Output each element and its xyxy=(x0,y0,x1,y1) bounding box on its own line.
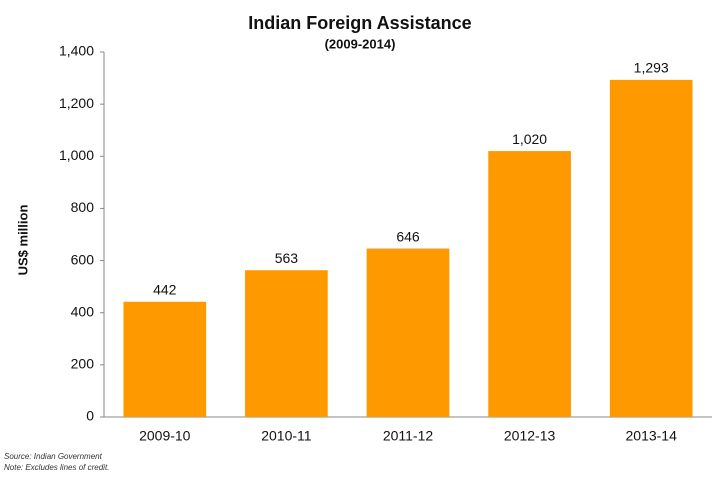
value-label: 1,293 xyxy=(634,60,669,76)
x-tick-label: 2010-11 xyxy=(261,428,312,444)
x-tick-label: 2009-10 xyxy=(139,428,191,444)
y-tick-label: 800 xyxy=(71,199,95,215)
y-tick-label: 200 xyxy=(71,356,95,372)
y-tick-label: 1,400 xyxy=(59,43,94,59)
value-label: 1,020 xyxy=(512,131,547,147)
y-axis-label: US$ million xyxy=(15,205,30,276)
bar xyxy=(366,248,450,417)
y-tick-label: 400 xyxy=(71,303,95,319)
footnote: Note: Excludes lines of credit. xyxy=(4,463,109,472)
value-label: 563 xyxy=(275,250,299,266)
value-label: 442 xyxy=(153,281,177,297)
x-tick-label: 2013-14 xyxy=(626,428,678,444)
value-label: 646 xyxy=(396,228,420,244)
x-tick-label: 2012-13 xyxy=(504,428,556,444)
y-tick-label: 1,200 xyxy=(59,95,94,111)
y-tick-label: 1,000 xyxy=(59,147,94,163)
y-tick-label: 600 xyxy=(71,251,95,267)
y-tick-label: 0 xyxy=(86,408,94,424)
source-note: Source: Indian Government xyxy=(4,452,103,461)
bar xyxy=(123,301,207,417)
chart-title: Indian Foreign Assistance xyxy=(248,13,471,33)
x-tick-label: 2011-12 xyxy=(383,428,434,444)
bar xyxy=(245,270,328,417)
bar xyxy=(609,79,693,418)
chart-subtitle: (2009-2014) xyxy=(325,36,396,51)
bar xyxy=(488,151,571,418)
